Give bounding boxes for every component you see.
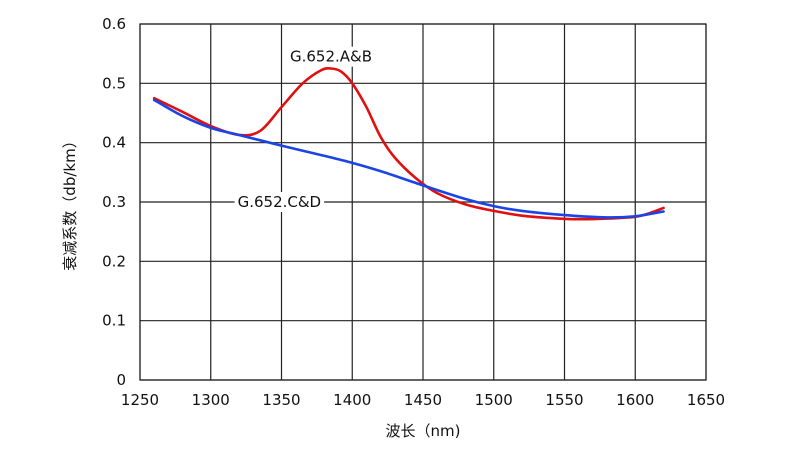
- series-line-g652-cd: [152, 98, 665, 219]
- x-tick-label: 1650: [687, 391, 725, 409]
- annotations: G.652.A&B G.652.C&D: [234, 46, 376, 212]
- x-tick-label: 1350: [262, 391, 300, 409]
- x-axis-label: 波长（nm): [386, 422, 461, 440]
- x-tick-label: 1300: [192, 391, 230, 409]
- y-tick-label: 0.1: [102, 312, 126, 330]
- series-annotation-1: G.652.C&D: [234, 192, 325, 212]
- x-tick-labels: 1250 1300 1350 1400 1450 1500 1550 1600 1650: [121, 391, 725, 409]
- x-tick-label: 1250: [121, 391, 159, 409]
- x-tick-label: 1600: [616, 391, 654, 409]
- x-tick-label: 1400: [333, 391, 371, 409]
- annotation-background: [234, 192, 325, 212]
- grid: [139, 23, 707, 381]
- y-tick-label: 0: [116, 371, 126, 389]
- series-annotation-0: G.652.A&B: [287, 46, 376, 67]
- x-tick-label: 1550: [545, 391, 583, 409]
- plot-frame: [139, 23, 707, 381]
- y-tick-labels: 0 0.1 0.2 0.3 0.4 0.5 0.6: [102, 15, 126, 389]
- y-tick-label: 0.2: [102, 252, 126, 270]
- y-axis-label: 衰减系数（db/km）: [61, 133, 79, 270]
- annotation-background: [287, 46, 376, 67]
- x-tick-label: 1450: [404, 391, 442, 409]
- y-tick-label: 0.5: [102, 74, 126, 92]
- annotation-label: G.652.C&D: [238, 193, 322, 211]
- y-tick-label: 0.4: [102, 134, 126, 152]
- x-tick-label: 1500: [475, 391, 513, 409]
- annotation-label: G.652.A&B: [290, 48, 372, 66]
- y-tick-label: 0.6: [102, 15, 126, 33]
- y-tick-label: 0.3: [102, 193, 126, 211]
- series-line-g652-ab: [152, 67, 665, 221]
- series-layer: [152, 67, 665, 221]
